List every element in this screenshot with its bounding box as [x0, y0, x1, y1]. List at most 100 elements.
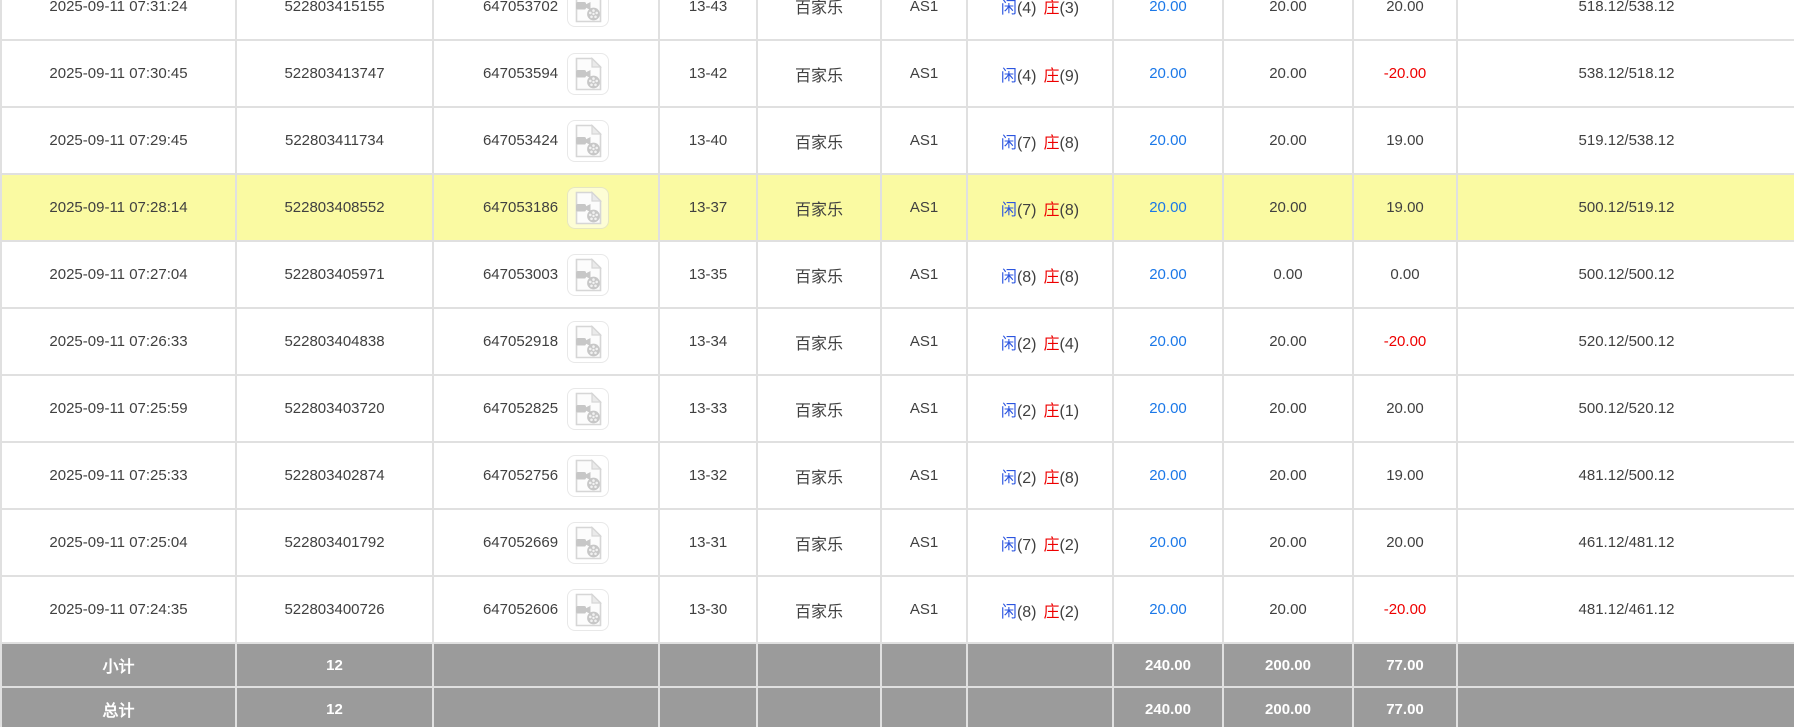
banker-points: (2): [1059, 536, 1080, 554]
shoe-round: 13-31: [659, 509, 758, 577]
table-row[interactable]: 2025-09-11 07:29:45 522803411734 6470534…: [1, 107, 1794, 175]
banker-result-label: 庄: [1043, 402, 1060, 420]
banker-result-label: 庄: [1043, 536, 1060, 554]
balance: 500.12/520.12: [1457, 375, 1794, 443]
table-row[interactable]: 2025-09-11 07:31:24 522803415155 6470537…: [1, 0, 1794, 41]
table-row[interactable]: 2025-09-11 07:30:45 522803413747 6470535…: [1, 40, 1794, 108]
table-row[interactable]: 2025-09-11 07:25:59 522803403720 6470528…: [1, 375, 1794, 443]
win-loss: 20.00: [1353, 0, 1458, 41]
balance: 518.12/538.12: [1457, 0, 1794, 41]
subtotal-row: 小计 12 240.00 200.00 77.00: [1, 643, 1794, 688]
video-replay-button[interactable]: [567, 186, 610, 229]
total-bet-amount: 240.00: [1113, 687, 1224, 727]
footer-empty-cell: [967, 643, 1114, 688]
video-file-icon: [575, 458, 602, 492]
game-type: 百家乐: [757, 509, 882, 577]
shoe-round: 13-42: [659, 40, 758, 108]
table-name: AS1: [881, 241, 968, 309]
shoe-round: 13-35: [659, 241, 758, 309]
bet-id: 522803404838: [236, 308, 434, 376]
balance: 461.12/481.12: [1457, 509, 1794, 577]
table-name: AS1: [881, 509, 968, 577]
bet-time: 2025-09-11 07:24:35: [1, 576, 237, 644]
video-replay-button[interactable]: [567, 454, 610, 497]
balance: 481.12/500.12: [1457, 442, 1794, 510]
round-cell: 647053186: [433, 174, 660, 242]
video-replay-button[interactable]: [567, 119, 610, 162]
valid-bet: 20.00: [1223, 576, 1354, 644]
shoe-round: 13-43: [659, 0, 758, 41]
video-file-icon: [575, 257, 602, 291]
game-type: 百家乐: [757, 174, 882, 242]
video-file-icon: [575, 123, 602, 157]
video-replay-button[interactable]: [567, 0, 610, 27]
round-id: 647052918: [482, 333, 559, 350]
bet-id: 522803408552: [236, 174, 434, 242]
table-row[interactable]: 2025-09-11 07:24:35 522803400726 6470526…: [1, 576, 1794, 644]
banker-result-label: 庄: [1043, 67, 1060, 85]
player-result-label: 闲: [1000, 603, 1017, 621]
round-id: 647052756: [482, 467, 559, 484]
player-result-label: 闲: [1000, 268, 1017, 286]
table-row[interactable]: 2025-09-11 07:25:33 522803402874 6470527…: [1, 442, 1794, 510]
bet-id: 522803411734: [236, 107, 434, 175]
table-row[interactable]: 2025-09-11 07:26:33 522803404838 6470529…: [1, 308, 1794, 376]
bet-amount: 20.00: [1113, 375, 1224, 443]
game-type: 百家乐: [757, 107, 882, 175]
bet-amount: 20.00: [1113, 509, 1224, 577]
video-replay-button[interactable]: [567, 521, 610, 564]
banker-points: (8): [1059, 134, 1080, 152]
total-win-loss: 77.00: [1353, 687, 1458, 727]
player-result-label: 闲: [1000, 402, 1017, 420]
player-result-label: 闲: [1000, 67, 1017, 85]
game-type: 百家乐: [757, 0, 882, 41]
game-type: 百家乐: [757, 375, 882, 443]
player-points: (2): [1016, 469, 1037, 487]
video-replay-button[interactable]: [567, 320, 610, 363]
game-result: 闲(4) 庄(3): [967, 0, 1114, 41]
player-points: (4): [1016, 67, 1037, 85]
video-replay-button[interactable]: [567, 253, 610, 296]
video-replay-button[interactable]: [567, 387, 610, 430]
round-id: 647053594: [482, 65, 559, 82]
total-row: 总计 12 240.00 200.00 77.00: [1, 687, 1794, 727]
win-loss: 0.00: [1353, 241, 1458, 309]
game-result: 闲(7) 庄(8): [967, 174, 1114, 242]
table-row[interactable]: 2025-09-11 07:28:14 522803408552 6470531…: [1, 174, 1794, 242]
valid-bet: 20.00: [1223, 107, 1354, 175]
subtotal-label: 小计: [1, 643, 237, 688]
bet-time: 2025-09-11 07:31:24: [1, 0, 237, 41]
round-cell: 647053003: [433, 241, 660, 309]
footer-empty-cell: [1457, 687, 1794, 727]
bet-time: 2025-09-11 07:30:45: [1, 40, 237, 108]
round-id: 647052606: [482, 601, 559, 618]
video-file-icon: [575, 56, 602, 90]
table-name: AS1: [881, 576, 968, 644]
footer-empty-cell: [659, 687, 758, 727]
video-replay-button[interactable]: [567, 52, 610, 95]
bet-amount: 20.00: [1113, 576, 1224, 644]
bet-amount: 20.00: [1113, 308, 1224, 376]
table-name: AS1: [881, 375, 968, 443]
player-result-label: 闲: [1000, 335, 1017, 353]
game-result: 闲(8) 庄(8): [967, 241, 1114, 309]
valid-bet: 20.00: [1223, 0, 1354, 41]
table-row[interactable]: 2025-09-11 07:27:04 522803405971 6470530…: [1, 241, 1794, 309]
banker-points: (8): [1059, 268, 1080, 286]
footer-empty-cell: [433, 687, 660, 727]
bet-id: 522803405971: [236, 241, 434, 309]
banker-points: (2): [1059, 603, 1080, 621]
round-id: 647053003: [482, 266, 559, 283]
round-id: 647053702: [482, 0, 559, 15]
video-replay-button[interactable]: [567, 588, 610, 631]
subtotal-win-loss: 77.00: [1353, 643, 1458, 688]
win-loss: -20.00: [1353, 308, 1458, 376]
total-label: 总计: [1, 687, 237, 727]
game-result: 闲(8) 庄(2): [967, 576, 1114, 644]
table-row[interactable]: 2025-09-11 07:25:04 522803401792 6470526…: [1, 509, 1794, 577]
valid-bet: 20.00: [1223, 40, 1354, 108]
player-points: (2): [1016, 402, 1037, 420]
table-name: AS1: [881, 308, 968, 376]
